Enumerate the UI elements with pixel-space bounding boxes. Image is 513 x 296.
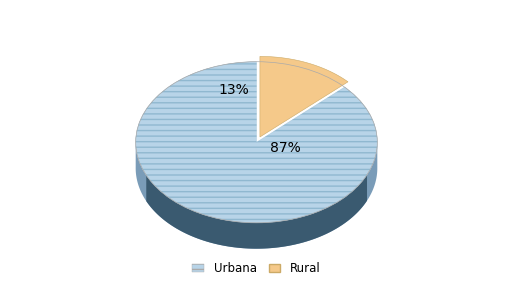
Legend: Urbana, Rural: Urbana, Rural (188, 258, 325, 280)
Polygon shape (135, 62, 378, 223)
Polygon shape (146, 175, 367, 249)
Text: 13%: 13% (218, 83, 249, 97)
Polygon shape (135, 141, 378, 249)
Polygon shape (260, 57, 348, 137)
Text: 87%: 87% (270, 141, 301, 155)
